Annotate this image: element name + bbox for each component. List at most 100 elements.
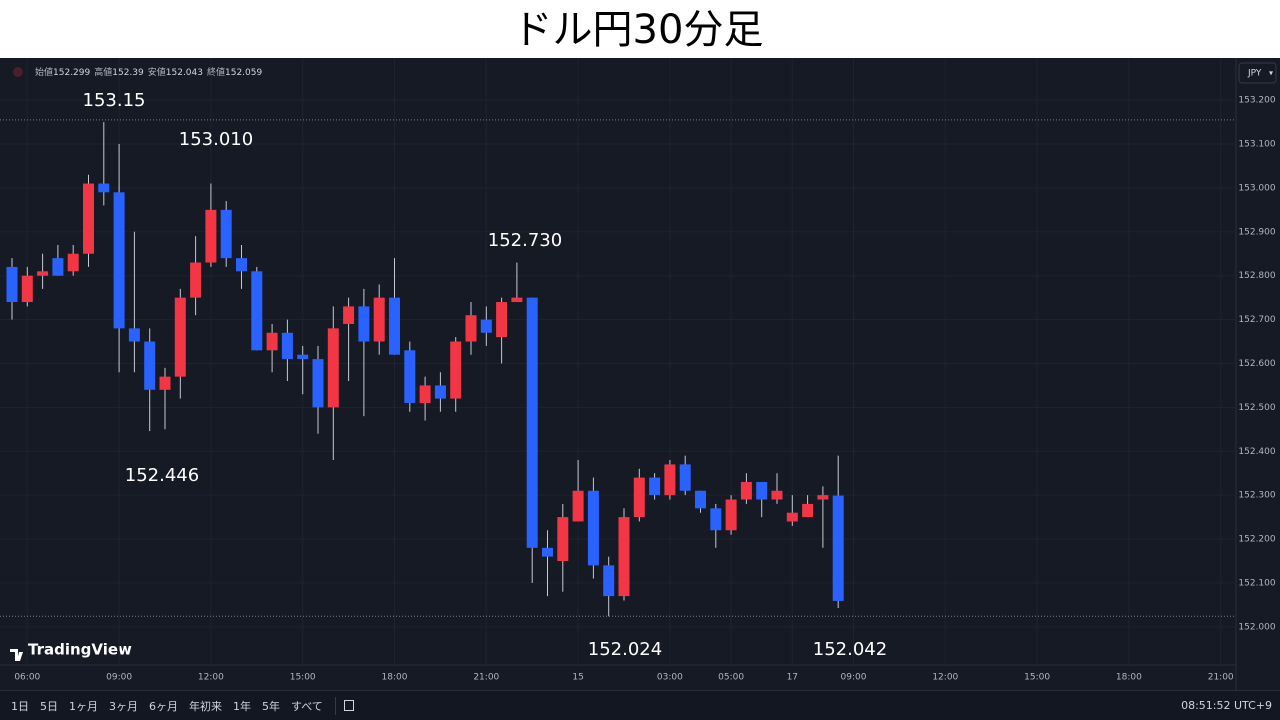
candle-body [557,517,569,561]
candle-body [802,503,814,518]
candle-body [572,490,584,522]
x-tick-label: 21:00 [1208,673,1234,683]
candle-body [251,271,263,351]
candle-body [159,376,171,390]
candle-body [52,258,64,276]
ohlc-value: 152.299 [53,68,90,78]
candle-body [128,328,140,342]
annotation: 152.730 [488,230,562,251]
candle-body [297,354,309,360]
candle-body [710,508,722,531]
ohlc-label: 高値 [94,66,112,78]
candle-body [327,328,339,408]
ohlc-label: 始値 [35,66,53,78]
candle-body [190,262,202,298]
ohlc-value: 152.043 [166,68,203,78]
y-tick-label: 152.400 [1238,447,1275,457]
annotation: 153.15 [83,90,146,111]
range-button[interactable]: 5年 [262,699,280,713]
candle-body [679,464,691,491]
candle-body [496,302,508,338]
range-button[interactable]: 6ヶ月 [149,699,178,713]
range-button[interactable]: 5日 [40,699,58,713]
candle-body [358,306,370,342]
candle-body [695,490,706,509]
candle-body [373,297,385,342]
candle-body [786,512,798,522]
range-button[interactable]: すべて [291,699,323,713]
candle-body [144,341,156,390]
annotation: 152.042 [813,639,887,660]
range-button[interactable]: 1ヶ月 [69,699,98,713]
candle-body [174,297,186,377]
x-tick-label: 09:00 [841,673,867,683]
x-tick-label: 12:00 [198,673,224,683]
candle-body [205,209,217,263]
candle-body [98,183,110,193]
candle-body [312,359,324,408]
candle-body [343,306,355,324]
x-tick-label: 12:00 [932,673,958,683]
ohlc-label: 安値 [148,66,166,78]
brand-logo [10,649,23,661]
ohlc-header: 始値152.299 高値152.39 安値152.043 終値152.059 [35,66,262,78]
candle-body [587,490,599,566]
candle-body [664,464,676,496]
x-tick-label: 05:00 [718,673,744,683]
title-band [0,0,1280,58]
y-tick-label: 152.700 [1238,315,1275,325]
candle-body [113,192,125,329]
candle-body [37,271,49,276]
ohlc-value: 152.39 [112,68,144,78]
x-tick-label: 18:00 [382,673,408,683]
plot: 152.000 152.100 152.200 152.300 152.400 152.5… [0,58,1276,683]
candle-body [281,332,293,360]
x-tick-label: 15:00 [290,673,316,683]
candle-body [756,481,768,500]
currency-caret: ▾ [1269,69,1273,78]
y-tick-label: 152.800 [1238,271,1275,281]
x-tick-label: 15 [572,673,583,683]
ohlc-label: 終値 [207,66,225,78]
range-button[interactable]: 年初来 [189,699,222,713]
candle-body [603,565,615,597]
candle-body [480,319,492,333]
candle-body [21,275,33,303]
annotation: 152.446 [125,465,199,486]
y-tick-label: 153.000 [1238,183,1275,193]
separator [334,696,336,715]
x-tick-label: 03:00 [657,673,683,683]
x-tick-label: 18:00 [1116,673,1142,683]
x-tick-label: 21:00 [473,673,499,683]
range-button[interactable]: 1年 [233,699,251,713]
candle-body [389,297,400,355]
date-range-icon[interactable] [343,700,354,711]
currency[interactable]: JPY [1247,69,1262,79]
x-tick-label: 17 [787,673,798,683]
candle-body [220,209,232,259]
candle-body [67,253,79,272]
range-button[interactable]: 3ヶ月 [109,699,138,713]
candle-body [83,183,94,254]
y-tick-label: 152.900 [1238,227,1275,237]
toolbar: 1日 5日 1ヶ月 3ヶ月 6ヶ月 年初来 1年 5年 すべて 08:51:52 UTC+9 [0,690,1280,720]
currency-box[interactable] [1238,62,1277,84]
candle-body [618,517,630,597]
annotation: 152.024 [588,639,662,660]
chart-title: ドル円30分足 [513,7,764,53]
candle-body [649,477,661,496]
range-button[interactable]: 1日 [11,699,29,713]
candle-body [434,385,446,399]
y-tick-label: 152.500 [1238,403,1275,413]
y-tick-label: 152.600 [1238,359,1275,369]
x-tick-label: 06:00 [14,673,40,683]
x-tick-label: 09:00 [106,673,132,683]
brand: TradingView [28,641,132,659]
candle-body [511,297,523,303]
candle-body [419,385,431,403]
candle-body [832,495,844,601]
y-tick-label: 153.200 [1238,96,1275,106]
candle-body [236,258,247,272]
plot-background [0,58,1280,690]
candle-body [450,341,462,399]
